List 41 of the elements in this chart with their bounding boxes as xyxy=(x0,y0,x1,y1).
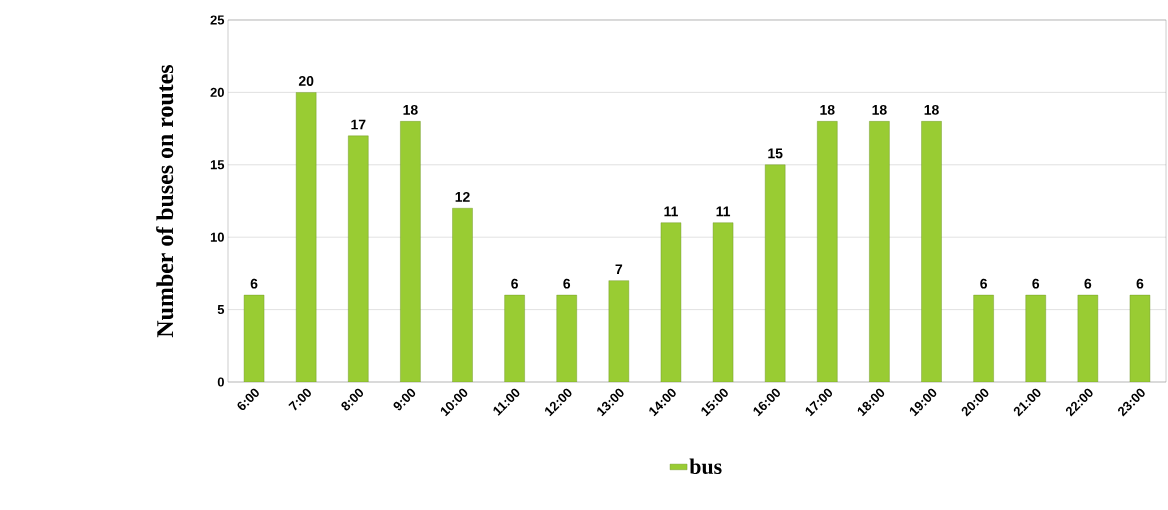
data-label: 12 xyxy=(455,191,470,202)
bar xyxy=(869,121,890,382)
data-label: 11 xyxy=(664,206,678,217)
data-label: 7 xyxy=(615,264,623,275)
data-label: 18 xyxy=(820,104,835,115)
bar xyxy=(400,121,421,382)
data-label: 6 xyxy=(1032,278,1040,289)
data-label: 18 xyxy=(872,104,887,115)
bar xyxy=(1025,294,1046,382)
bar xyxy=(608,280,630,382)
bar xyxy=(348,135,369,382)
data-label: 17 xyxy=(351,119,366,130)
data-label: 18 xyxy=(924,104,939,115)
data-label: 6 xyxy=(250,278,258,289)
data-label: 11 xyxy=(716,206,731,217)
bar xyxy=(817,121,838,382)
bar xyxy=(556,294,577,382)
bar xyxy=(295,92,317,382)
bar xyxy=(504,294,525,382)
y-tick-label: 15 xyxy=(210,160,225,170)
bar xyxy=(921,121,942,382)
y-tick-label: 0 xyxy=(217,377,224,387)
y-tick-label: 5 xyxy=(217,305,225,315)
y-tick-label: 10 xyxy=(210,232,224,242)
data-label: 6 xyxy=(563,278,571,289)
data-label: 6 xyxy=(980,278,987,289)
bar xyxy=(1077,294,1099,382)
bar xyxy=(764,164,786,382)
data-label: 6 xyxy=(1084,278,1092,289)
data-label: 15 xyxy=(768,148,783,159)
data-label: 6 xyxy=(1136,278,1144,289)
data-label: 20 xyxy=(298,75,314,86)
x-tick-label: 6:00 xyxy=(237,388,259,411)
y-tick-label: 25 xyxy=(210,15,225,25)
y-tick-label: 20 xyxy=(210,87,224,97)
data-label: 6 xyxy=(511,278,518,289)
bar xyxy=(452,208,473,382)
data-label: 18 xyxy=(403,104,418,115)
y-axis-title: Number of buses on routes xyxy=(156,64,174,338)
bar xyxy=(973,294,994,382)
legend-label: bus xyxy=(689,458,722,475)
